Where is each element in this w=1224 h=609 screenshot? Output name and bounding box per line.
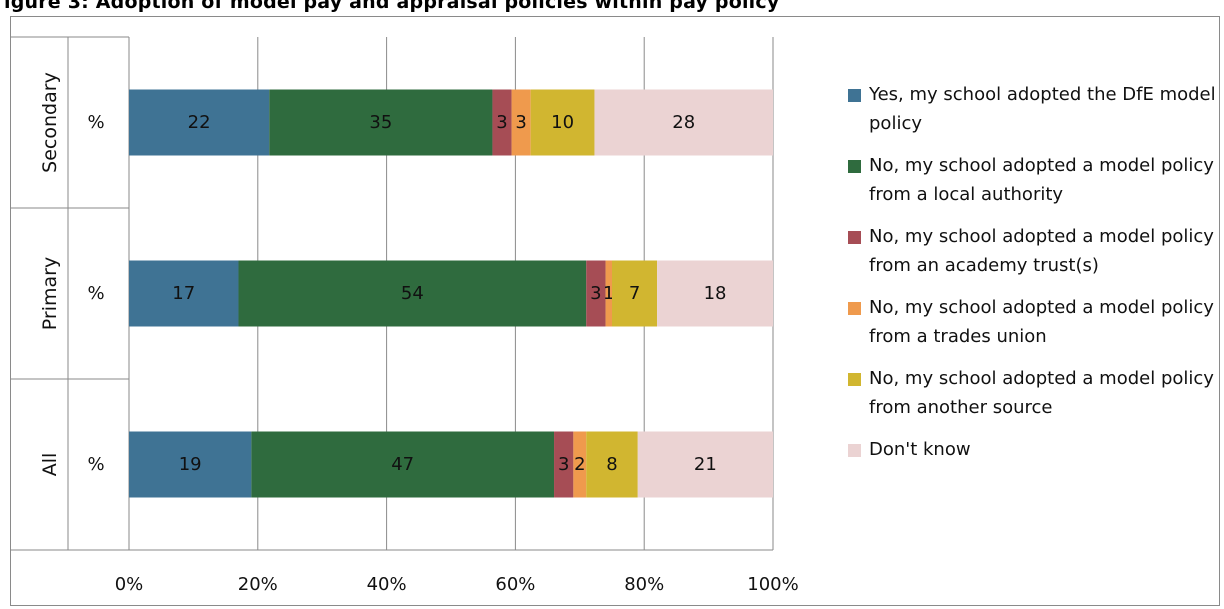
- data-label: 18: [704, 283, 727, 304]
- bar-segment: [657, 260, 773, 327]
- category-group-label: Primary: [39, 257, 61, 330]
- bar-segment: [238, 260, 587, 327]
- bar-segment: [554, 431, 574, 498]
- category-label: %: [87, 283, 104, 304]
- data-label: 1: [603, 283, 614, 304]
- data-label: 35: [369, 112, 392, 133]
- data-label: 3: [558, 454, 569, 475]
- legend-label: Don't know: [869, 439, 971, 460]
- data-label: 17: [172, 283, 195, 304]
- bar-segment: [511, 89, 531, 156]
- chart-frame: [10, 16, 1220, 606]
- legend-item: Don't know: [846, 435, 1216, 464]
- legend-label: No, my school adopted a model policy fro…: [869, 226, 1214, 276]
- data-label: 47: [391, 454, 414, 475]
- legend-swatch: [848, 89, 861, 102]
- data-label: 3: [496, 112, 507, 133]
- bar-segment: [530, 89, 595, 156]
- data-label: 7: [629, 283, 640, 304]
- bar-segment: [251, 431, 555, 498]
- legend-item: No, my school adopted a model policy fro…: [846, 364, 1216, 422]
- bar-segment: [573, 431, 587, 498]
- data-label: 3: [515, 112, 526, 133]
- x-tick-label: 20%: [238, 574, 278, 595]
- legend-swatch: [848, 444, 861, 457]
- legend-swatch: [848, 231, 861, 244]
- legend-label: Yes, my school adopted the DfE model pol…: [869, 84, 1216, 134]
- x-tick-label: 100%: [747, 574, 798, 595]
- bar-segment: [586, 260, 606, 327]
- bar-segment: [269, 89, 493, 156]
- x-tick-label: 0%: [115, 574, 144, 595]
- data-label: 10: [551, 112, 574, 133]
- data-label: 22: [188, 112, 211, 133]
- legend-item: Yes, my school adopted the DfE model pol…: [846, 80, 1216, 138]
- bar-segment: [492, 89, 512, 156]
- data-label: 19: [179, 454, 202, 475]
- bar-segment: [129, 260, 239, 327]
- chart-legend: Yes, my school adopted the DfE model pol…: [846, 80, 1216, 477]
- bar-segment: [605, 260, 612, 327]
- legend-item: No, my school adopted a model policy fro…: [846, 151, 1216, 209]
- bar-segment: [612, 260, 658, 327]
- chart-title: igure 3: Adoption of model pay and appra…: [4, 0, 780, 13]
- legend-swatch: [848, 302, 861, 315]
- legend-item: No, my school adopted a model policy fro…: [846, 222, 1216, 280]
- data-label: 28: [672, 112, 695, 133]
- legend-label: No, my school adopted a model policy fro…: [869, 368, 1214, 418]
- bar-segment: [637, 431, 773, 498]
- bar-segment: [594, 89, 773, 156]
- legend-label: No, my school adopted a model policy fro…: [869, 155, 1214, 205]
- category-label: %: [87, 112, 104, 133]
- data-label: 21: [694, 454, 717, 475]
- data-label: 54: [401, 283, 424, 304]
- bar-segment: [586, 431, 638, 498]
- category-group-label: All: [39, 453, 61, 477]
- legend-item: No, my school adopted a model policy fro…: [846, 293, 1216, 351]
- legend-label: No, my school adopted a model policy fro…: [869, 297, 1214, 347]
- data-label: 3: [590, 283, 601, 304]
- category-label: %: [87, 454, 104, 475]
- data-label: 2: [574, 454, 585, 475]
- x-tick-label: 40%: [367, 574, 407, 595]
- bar-segment: [129, 431, 252, 498]
- x-tick-label: 60%: [495, 574, 535, 595]
- bar-segment: [129, 89, 270, 156]
- x-tick-label: 80%: [624, 574, 664, 595]
- legend-swatch: [848, 373, 861, 386]
- legend-swatch: [848, 160, 861, 173]
- data-label: 8: [606, 454, 617, 475]
- category-group-label: Secondary: [39, 72, 61, 173]
